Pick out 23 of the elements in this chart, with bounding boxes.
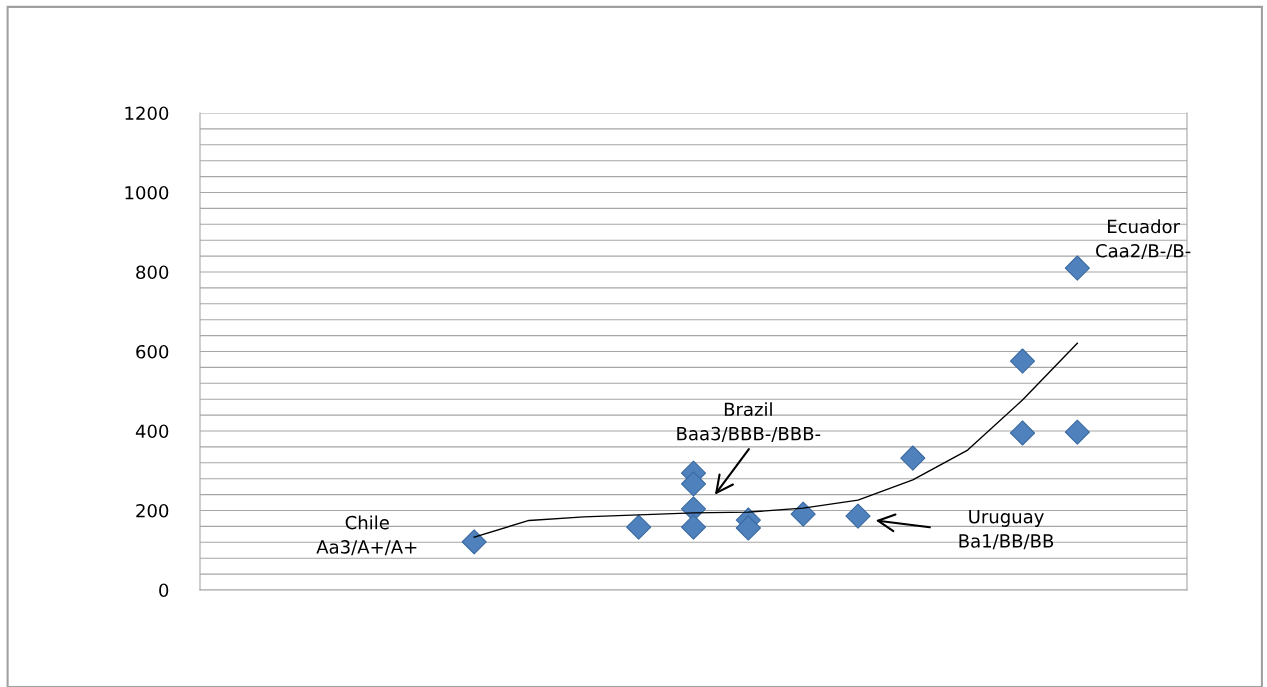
annotation: Ecuador Caa2/B-/B- (1096, 219, 1191, 260)
annotation: Uruguay Ba1/BB/BB (959, 510, 1054, 550)
annotation: Brazil Baa3/BBB-/BBB- (677, 402, 821, 442)
y-tick-label: 400 (135, 424, 169, 439)
point (1064, 419, 1090, 445)
y-tick-label: 1200 (125, 106, 169, 121)
y-tick-label: 800 (136, 265, 169, 280)
point (790, 501, 816, 527)
y-tick-label: 0 (159, 583, 169, 598)
point (1064, 255, 1090, 281)
point (1009, 348, 1036, 374)
y-tick-label: 200 (136, 503, 169, 518)
y-tick-label: 1000 (125, 185, 169, 200)
y-tick-label: 600 (136, 344, 169, 359)
point (680, 514, 707, 540)
annotation: Chile Aa3/A+/A+ (316, 515, 417, 556)
point (626, 514, 652, 540)
point (735, 515, 761, 541)
point (680, 471, 707, 497)
point (1009, 420, 1036, 446)
point (900, 445, 926, 471)
point (845, 503, 871, 529)
point (461, 529, 487, 555)
